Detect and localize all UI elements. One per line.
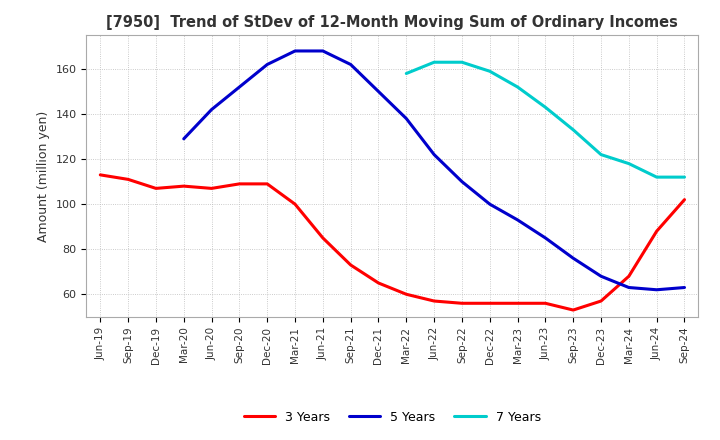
3 Years <box>235 181 243 187</box>
Line: 7 Years: 7 Years <box>406 62 685 177</box>
3 Years <box>124 177 132 182</box>
7 Years <box>485 69 494 74</box>
Legend: 3 Years, 5 Years, 7 Years: 3 Years, 5 Years, 7 Years <box>239 406 546 429</box>
Title: [7950]  Trend of StDev of 12-Month Moving Sum of Ordinary Incomes: [7950] Trend of StDev of 12-Month Moving… <box>107 15 678 30</box>
3 Years <box>680 197 689 202</box>
7 Years <box>430 59 438 65</box>
3 Years <box>291 202 300 207</box>
5 Years <box>402 116 410 121</box>
3 Years <box>458 301 467 306</box>
3 Years <box>263 181 271 187</box>
3 Years <box>430 298 438 304</box>
3 Years <box>513 301 522 306</box>
5 Years <box>485 202 494 207</box>
5 Years <box>374 89 383 94</box>
5 Years <box>263 62 271 67</box>
3 Years <box>318 235 327 241</box>
3 Years <box>569 308 577 313</box>
3 Years <box>597 298 606 304</box>
7 Years <box>652 175 661 180</box>
3 Years <box>374 280 383 286</box>
3 Years <box>346 262 355 268</box>
7 Years <box>680 175 689 180</box>
7 Years <box>458 59 467 65</box>
Line: 5 Years: 5 Years <box>184 51 685 290</box>
3 Years <box>652 228 661 234</box>
5 Years <box>541 235 550 241</box>
5 Years <box>291 48 300 54</box>
7 Years <box>569 127 577 132</box>
7 Years <box>402 71 410 76</box>
3 Years <box>624 274 633 279</box>
7 Years <box>541 105 550 110</box>
5 Years <box>513 217 522 223</box>
3 Years <box>485 301 494 306</box>
3 Years <box>207 186 216 191</box>
7 Years <box>624 161 633 166</box>
5 Years <box>235 84 243 90</box>
3 Years <box>402 292 410 297</box>
5 Years <box>346 62 355 67</box>
3 Years <box>96 172 104 177</box>
5 Years <box>569 256 577 261</box>
3 Years <box>152 186 161 191</box>
3 Years <box>541 301 550 306</box>
5 Years <box>680 285 689 290</box>
5 Years <box>624 285 633 290</box>
7 Years <box>513 84 522 90</box>
5 Years <box>179 136 188 142</box>
5 Years <box>318 48 327 54</box>
5 Years <box>430 152 438 157</box>
Line: 3 Years: 3 Years <box>100 175 685 310</box>
5 Years <box>597 274 606 279</box>
Y-axis label: Amount (million yen): Amount (million yen) <box>37 110 50 242</box>
3 Years <box>179 183 188 189</box>
7 Years <box>597 152 606 157</box>
5 Years <box>652 287 661 293</box>
5 Years <box>458 179 467 184</box>
5 Years <box>207 107 216 112</box>
